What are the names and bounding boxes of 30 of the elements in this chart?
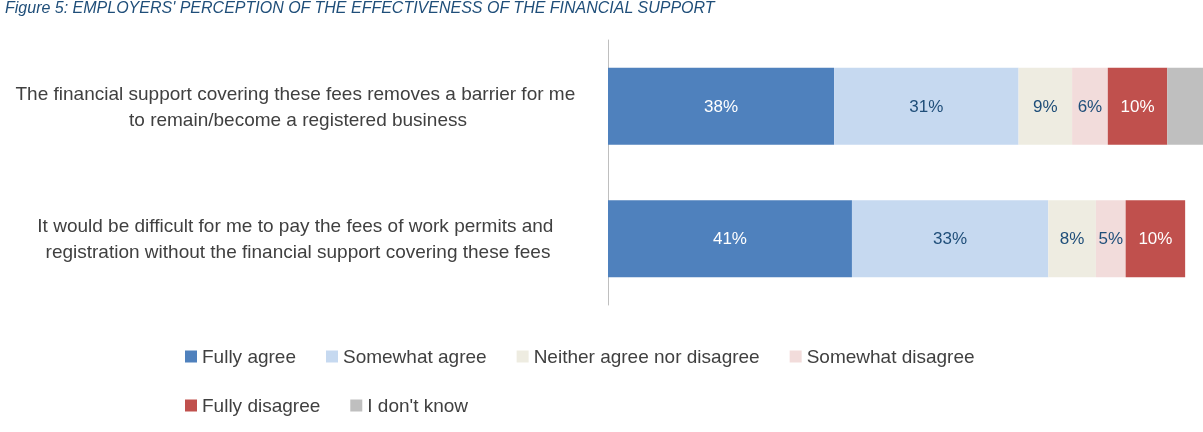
bar	[1095, 200, 1126, 278]
legend-label: I don't know	[367, 395, 469, 416]
data-label: 31%	[909, 96, 944, 116]
data-label: 10%	[1120, 96, 1155, 116]
data-label: 9%	[1033, 96, 1058, 116]
bar	[608, 200, 852, 278]
legend-label: Fully disagree	[202, 395, 321, 416]
bar	[1125, 200, 1186, 278]
bar	[851, 200, 1049, 278]
bar	[1107, 67, 1168, 145]
legend-label: Neither agree nor disagree	[533, 346, 760, 367]
bar	[834, 67, 1019, 145]
bar	[1072, 67, 1108, 145]
data-label: 38%	[704, 96, 739, 116]
legend-label: Fully agree	[202, 346, 296, 367]
data-label: 8%	[1059, 229, 1085, 249]
data-label: 10%	[1138, 229, 1173, 249]
legend-label: Somewhat agree	[342, 346, 487, 367]
data-label: 41%	[712, 229, 747, 249]
data-label: 6%	[1077, 96, 1103, 116]
bar	[1048, 200, 1096, 278]
y-tick-label: The financial support covering these fees removes a barrier for me to remain/become a registered business	[15, 82, 581, 130]
bar	[1167, 67, 1203, 145]
data-label: 5%	[1098, 229, 1124, 249]
bar	[1018, 67, 1073, 145]
text: Figure 5: EMPLOYERS' PERCEPTION OF THE EFFECTIVENESS OF THE FINANCIAL SUPPORT	[5, 0, 716, 16]
bar	[608, 67, 835, 145]
data-label: 33%	[933, 229, 968, 249]
y-tick-label: It would be difficult for me to pay the fees of work permits and registration without the financial support covering these fees	[37, 215, 559, 263]
legend-label: Somewhat disagree	[806, 346, 975, 367]
